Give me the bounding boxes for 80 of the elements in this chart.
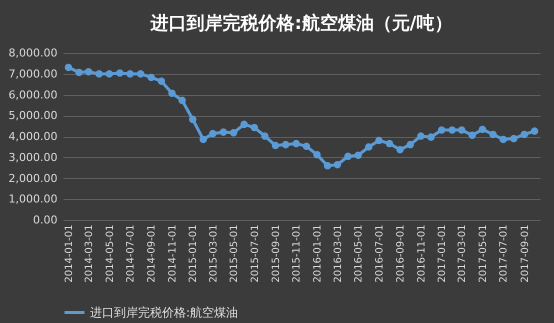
point (200, 136, 207, 144)
point (448, 126, 456, 134)
point (458, 126, 466, 134)
x-tick-label: 2015-09-01 (270, 224, 282, 283)
point (209, 130, 217, 138)
point (282, 140, 290, 148)
y-tick-label: 7,000.00 (8, 67, 58, 80)
point (178, 96, 186, 104)
y-tick-label: 4,000.00 (8, 130, 58, 143)
y-tick-label: 6,000.00 (8, 88, 58, 102)
point (520, 130, 528, 138)
point (417, 132, 425, 140)
x-tick-label: 2015-01-01 (188, 224, 200, 283)
point (489, 130, 497, 138)
x-tick-label: 2017-03-01 (457, 224, 468, 283)
point (84, 68, 92, 76)
x-tick-label: 2014-03-01 (84, 224, 96, 283)
point (272, 142, 280, 150)
point (168, 90, 176, 97)
point (406, 140, 414, 148)
chart-title: 进口到岸完税价格:航空煤油（元/吨） (150, 13, 452, 34)
point (261, 132, 269, 140)
point (158, 77, 166, 85)
y-tick-label: 1,000.00 (8, 192, 58, 206)
x-tick-label: 2017-09-01 (520, 224, 531, 283)
y-tick-label: 0.00 (33, 214, 58, 226)
y-tick-label: 5,000.00 (8, 109, 58, 122)
point (510, 134, 518, 142)
point (126, 70, 134, 78)
x-tick-label: 2014-09-01 (146, 224, 158, 283)
point (302, 142, 310, 150)
point (334, 160, 342, 168)
x-tick-label: 2015-07-01 (250, 224, 261, 283)
x-tick-label: 2014-01-01 (64, 224, 75, 283)
point (375, 136, 383, 144)
x-tick-label: 2016-11-01 (416, 224, 428, 283)
x-tick-label: 2016-07-01 (374, 224, 386, 283)
point (64, 64, 72, 72)
point (75, 68, 83, 76)
point (324, 162, 332, 170)
x-tick-label: 2015-11-01 (292, 224, 303, 283)
x-tick-label: 2017-01-01 (437, 224, 448, 283)
x-tick-label: 2014-11-01 (167, 224, 178, 283)
point (147, 74, 155, 82)
x-tick-label: 2016-01-01 (312, 224, 324, 283)
x-tick-label: 2016-09-01 (396, 224, 407, 283)
point (250, 124, 258, 132)
point (230, 129, 238, 136)
point (354, 152, 362, 159)
point (292, 140, 300, 148)
point (344, 152, 352, 160)
point (396, 146, 404, 154)
x-tick-label: 2017-07-01 (498, 224, 510, 283)
point (220, 128, 228, 136)
x-tick-label: 2015-05-01 (229, 224, 240, 283)
point (106, 70, 114, 78)
x-tick-label: 2016-05-01 (354, 224, 365, 283)
point (240, 120, 248, 128)
y-tick-label: 8,000.00 (8, 46, 58, 60)
point (136, 70, 144, 78)
x-tick-label: 2014-07-01 (126, 224, 137, 283)
point (468, 132, 476, 139)
point (365, 143, 372, 151)
point (116, 69, 124, 77)
point (530, 127, 538, 135)
x-tick-label: 2014-05-01 (104, 224, 116, 283)
point (500, 136, 507, 144)
legend-label: 进口到岸完税价格:航空煤油 (90, 306, 238, 320)
y-tick-label: 2,000.00 (8, 172, 58, 185)
y-tick-label: 3,000.00 (8, 150, 58, 164)
point (386, 140, 394, 148)
point (189, 116, 196, 124)
x-tick-label: 2015-03-01 (208, 224, 220, 283)
point (313, 150, 321, 158)
point (478, 126, 486, 134)
point (95, 70, 103, 78)
point (427, 133, 435, 141)
x-tick-label: 2017-05-01 (478, 224, 489, 283)
x-tick-label: 2016-03-01 (332, 224, 344, 283)
point (438, 126, 446, 134)
